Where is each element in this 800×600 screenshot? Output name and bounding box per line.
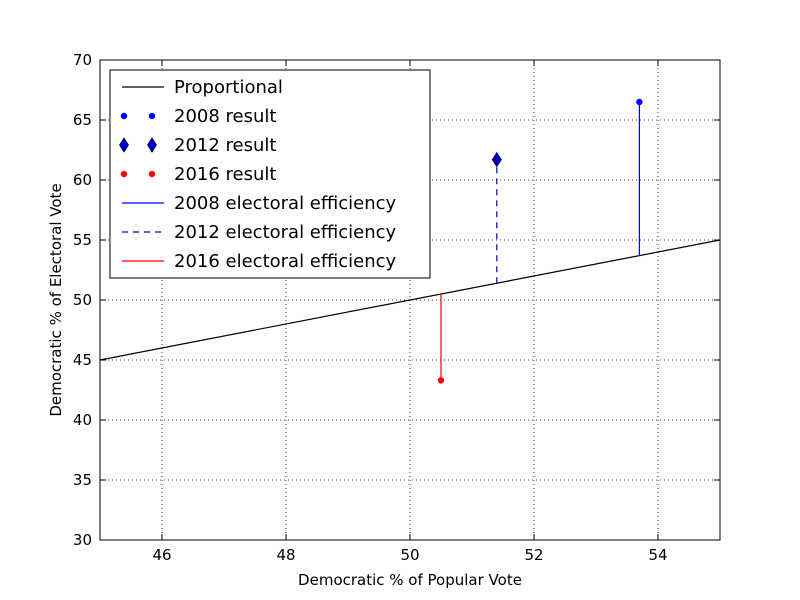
y-tick-label: 65 [73,111,92,129]
plot-layer [99,98,721,384]
x-tick-label: 50 [400,546,419,564]
legend-label-7: 2016 electoral efficiency [174,251,397,272]
legend: Proportional 2008 result 2012 result 2016 r… [109,69,431,279]
y-tick-label: 45 [73,351,92,369]
legend-marker-3b [147,137,157,153]
legend-label-6: 2012 electoral efficiency [174,222,397,243]
result-point-1 [636,98,643,106]
legend-box [109,69,431,279]
legend-marker-3a [119,137,129,153]
y-axis-title: Democratic % of Electoral Vote [47,183,65,416]
tick-layer: 46 48 50 52 54 30 35 40 45 50 55 60 65 70 [73,51,720,564]
y-tick-label: 60 [73,171,92,189]
result-point-3 [437,377,445,384]
legend-label-2: 2008 result [174,106,276,127]
legend-marker-2b [148,112,156,120]
x-tick-label: 46 [152,546,171,564]
y-tick-label: 55 [73,231,92,249]
y-tick-label: 70 [73,51,92,69]
legend-label-1: Proportional [174,77,283,98]
legend-marker-4b [148,170,156,178]
x-tick-label: 54 [648,546,667,564]
legend-label-4: 2016 result [174,164,276,185]
legend-marker-4a [120,170,128,178]
x-tick-label: 52 [524,546,543,564]
y-tick-label: 40 [73,411,92,429]
result-point-2 [491,151,502,168]
legend-label-3: 2012 result [174,135,276,156]
x-axis-title: Democratic % of Popular Vote [298,571,522,589]
legend-marker-2a [120,112,128,120]
y-tick-label: 50 [73,291,92,309]
y-tick-label: 35 [73,471,92,489]
x-tick-label: 48 [276,546,295,564]
legend-label-5: 2008 electoral efficiency [174,193,397,214]
y-tick-label: 30 [73,531,92,549]
proportional-line [99,239,721,361]
